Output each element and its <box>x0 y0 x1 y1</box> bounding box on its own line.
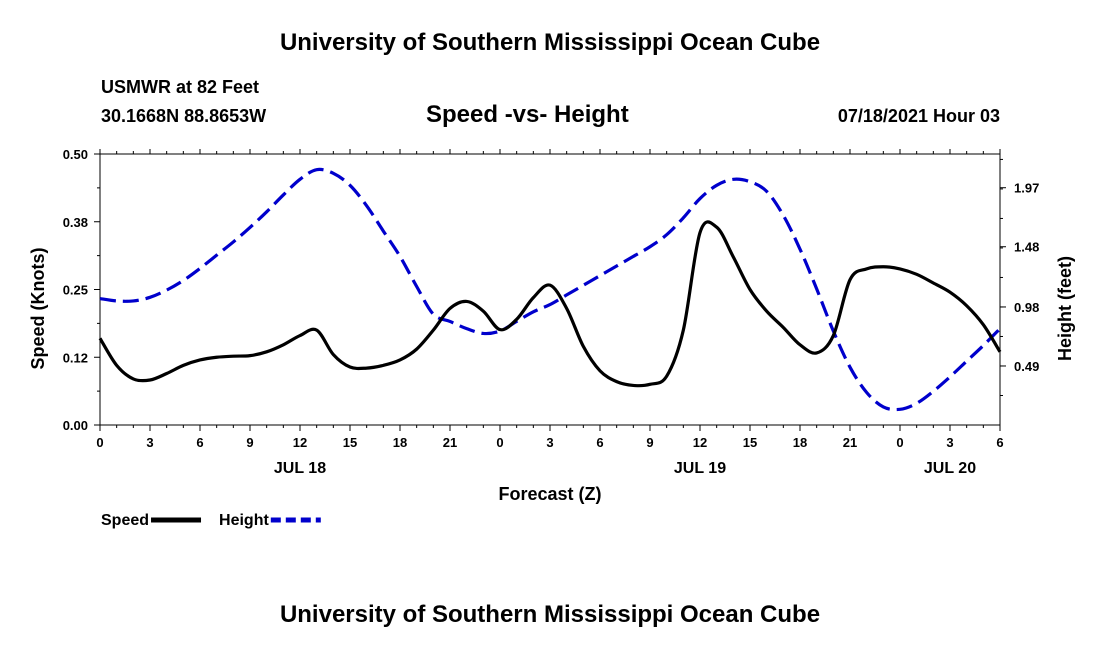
legend-label-height: Height <box>219 512 269 529</box>
y-left-tick-label: 0.12 <box>63 350 88 365</box>
y-left-tick-label: 0.25 <box>63 283 88 298</box>
speed-series-line <box>98 220 1002 388</box>
x-tick-label: 6 <box>196 435 203 450</box>
y-right-tick-label: 1.97 <box>1014 181 1039 196</box>
x-tick-label: 18 <box>393 435 407 450</box>
station-label: USMWR at 82 Feet <box>101 77 260 97</box>
timestamp-label: 07/18/2021 Hour 03 <box>837 106 1000 126</box>
x-tick-label: 21 <box>843 435 857 450</box>
x-tick-label: 3 <box>946 435 953 450</box>
x-tick-label: 6 <box>996 435 1003 450</box>
height-series-line <box>99 167 1002 412</box>
x-tick-label: 15 <box>343 435 357 450</box>
x-tick-label: 15 <box>743 435 757 450</box>
x-tick-label: 3 <box>546 435 553 450</box>
footer-title: University of Southern Mississippi Ocean… <box>279 601 821 628</box>
coordinates-label: 30.1668N 88.8653W <box>101 106 267 126</box>
y-left-tick-label: 0.00 <box>63 418 88 433</box>
header-title: University of Southern Mississippi Ocean… <box>279 29 821 56</box>
x-tick-label: 3 <box>146 435 153 450</box>
x-axis-title: Forecast (Z) <box>498 484 601 504</box>
x-tick-label: 0 <box>496 435 503 450</box>
y-left-tick-label: 0.38 <box>63 215 88 230</box>
x-tick-label: 0 <box>896 435 903 450</box>
legend-label-speed: Speed <box>101 512 149 529</box>
y-right-tick-label: 0.49 <box>1014 359 1039 374</box>
x-tick-label: 9 <box>246 435 253 450</box>
x-tick-label: 18 <box>793 435 807 450</box>
y-right-tick-label: 1.48 <box>1014 240 1039 255</box>
x-tick-label: 9 <box>646 435 653 450</box>
date-label: JUL 20 <box>924 460 976 477</box>
y-left-axis-title: Speed (Knots) <box>28 247 48 369</box>
x-tick-label: 12 <box>693 435 707 450</box>
date-label: JUL 19 <box>674 460 726 477</box>
date-label: JUL 18 <box>274 460 326 477</box>
y-right-axis-title: Height (feet) <box>1055 256 1075 361</box>
plot-frame <box>99 153 1001 426</box>
x-tick-label: 0 <box>96 435 103 450</box>
y-left-tick-label: 0.50 <box>63 147 88 162</box>
x-tick-label: 12 <box>293 435 307 450</box>
y-right-tick-label: 0.98 <box>1014 300 1039 315</box>
x-tick-label: 21 <box>443 435 457 450</box>
x-tick-label: 6 <box>596 435 603 450</box>
plot-title: Speed -vs- Height <box>426 101 629 128</box>
